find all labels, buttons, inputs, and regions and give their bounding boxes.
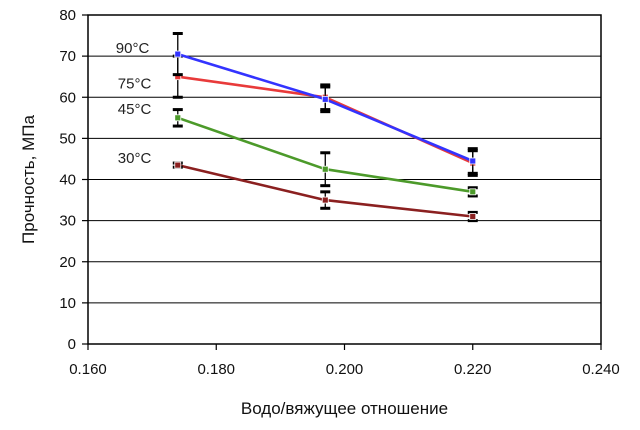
series-0 (172, 32, 478, 175)
data-point (174, 114, 182, 122)
y-tick-label: 20 (59, 254, 76, 271)
grid-lines (82, 14, 602, 350)
y-axis-label: Прочность, МПа (19, 115, 38, 244)
data-point (469, 188, 477, 196)
data-point (321, 95, 329, 103)
data-point (174, 161, 182, 169)
x-axis-label: Водо/вяжущее отношение (241, 399, 448, 418)
y-tick-label: 80 (59, 7, 76, 24)
series-labels: 30°C 45°C 75°C 90°C (116, 40, 152, 167)
y-tick-label: 10 (59, 295, 76, 312)
y-tick-label: 70 (59, 48, 76, 65)
series-3 (172, 161, 478, 223)
plot-frame (87, 14, 602, 345)
series-label: 30°C (118, 150, 152, 167)
x-tick-label: 0.220 (454, 361, 492, 378)
series-label: 45°C (118, 101, 152, 118)
series-label: 75°C (118, 76, 152, 93)
data-point (469, 213, 477, 220)
data-point (174, 50, 182, 58)
x-tick-labels: 0.160 0.180 0.200 0.220 0.240 (69, 361, 620, 378)
x-tick-label: 0.160 (69, 361, 107, 378)
data-point (469, 157, 477, 165)
series-label: 90°C (116, 40, 150, 57)
y-tick-label: 0 (68, 336, 76, 353)
series-2 (172, 108, 478, 198)
data-point (321, 196, 329, 204)
y-tick-label: 40 (59, 172, 76, 189)
data-point (321, 165, 329, 173)
y-tick-label: 50 (59, 130, 76, 147)
x-tick-label: 0.180 (197, 361, 235, 378)
y-tick-label: 60 (59, 89, 76, 106)
x-tick-label: 0.240 (582, 361, 620, 378)
y-tick-label: 30 (59, 213, 76, 230)
y-tick-labels: 0 10 20 30 40 50 60 70 80 (59, 7, 76, 353)
x-tick-label: 0.200 (326, 361, 364, 378)
series-group (172, 32, 478, 223)
